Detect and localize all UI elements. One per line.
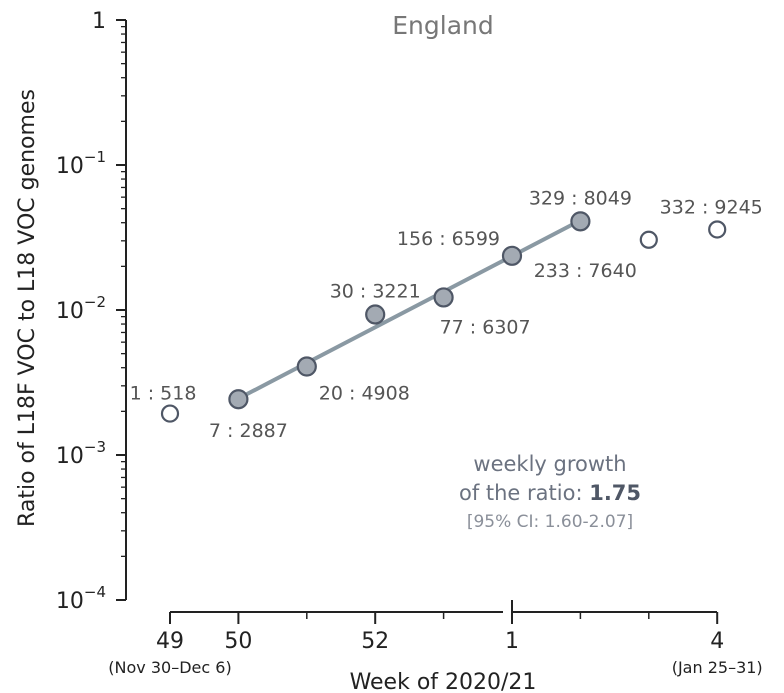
- growth-annotation-line2: of the ratio: 1.75: [459, 481, 641, 505]
- y-tick-label: 1: [92, 9, 106, 34]
- y-tick-label: 10−2: [56, 293, 106, 324]
- growth-annotation-line1: weekly growth: [473, 452, 626, 476]
- growth-annotation-prefix: of the ratio:: [459, 481, 589, 505]
- x-axis-title: Week of 2020/21: [350, 670, 537, 693]
- x-tick-sublabel: (Nov 30–Dec 6): [108, 658, 231, 677]
- y-tick-label: 10−1: [56, 148, 106, 179]
- x-tick-label: 52: [361, 629, 389, 654]
- chart-title: England: [392, 11, 494, 40]
- y-tick-label: 10−4: [56, 583, 106, 614]
- point-label: 233 : 7640: [534, 260, 637, 282]
- y-tick-base: 10: [56, 299, 84, 324]
- point-label: 77 : 6307: [440, 316, 531, 338]
- x-tick-label: 4: [710, 629, 724, 654]
- y-axis: 110−110−210−310−4: [56, 9, 127, 614]
- data-point-excluded: [708, 220, 727, 239]
- y-tick-exponent: −1: [84, 148, 106, 166]
- data-point-fitted: [433, 287, 454, 308]
- y-tick-label: 10−3: [56, 438, 106, 469]
- y-axis-title: Ratio of L18F VOC to L18 VOC genomes: [15, 89, 40, 527]
- y-tick-exponent: −2: [84, 293, 106, 311]
- x-tick-label: 1: [505, 629, 519, 654]
- growth-annotation-ci: [95% CI: 1.60-2.07]: [467, 512, 633, 532]
- point-label: 332 : 9245: [660, 196, 763, 218]
- data-point-fitted: [570, 211, 591, 232]
- x-tick-sublabel: (Jan 25–31): [672, 658, 763, 677]
- x-tick-label: 49: [156, 629, 184, 654]
- y-tick-exponent: −4: [84, 583, 106, 601]
- data-point-excluded: [160, 404, 180, 423]
- point-label: 1 : 518: [130, 383, 197, 405]
- fit-line: [236, 218, 583, 401]
- y-tick-base: 10: [56, 444, 84, 469]
- point-label: 30 : 3221: [330, 280, 421, 302]
- y-tick-base: 10: [56, 589, 84, 614]
- point-label: 156 : 6599: [397, 228, 500, 250]
- growth-annotation-value: 1.75: [589, 481, 641, 505]
- growth-annotation: weekly growth of the ratio: 1.75 [95% CI…: [459, 452, 641, 532]
- data-point-excluded: [639, 230, 658, 249]
- y-tick-base: 1: [92, 9, 106, 34]
- y-tick-exponent: −3: [84, 438, 106, 456]
- point-label: 7 : 2887: [209, 420, 288, 442]
- y-tick-base: 10: [56, 154, 84, 179]
- data-point-fitted: [228, 389, 249, 410]
- data-point-fitted: [365, 304, 386, 325]
- data-point-fitted: [296, 356, 317, 377]
- point-label: 329 : 8049: [529, 187, 632, 209]
- x-axis: 49 (Nov 30–Dec 6) 50 52 1 4 (Jan 25–31): [108, 600, 763, 677]
- x-tick-label: 50: [224, 629, 252, 654]
- data-point-fitted: [501, 245, 523, 266]
- point-label: 20 : 4908: [319, 383, 410, 405]
